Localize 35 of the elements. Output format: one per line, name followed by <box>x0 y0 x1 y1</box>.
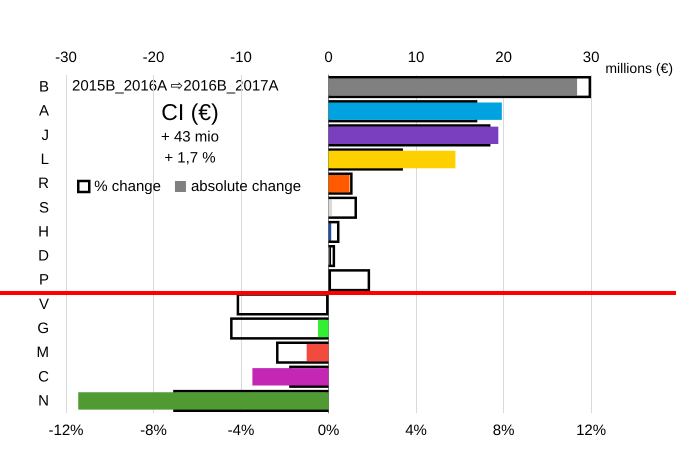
x2-tick-label: 30 <box>582 49 600 66</box>
x-tick-label: 12% <box>576 422 606 439</box>
x-tick-label: 0% <box>318 422 340 439</box>
y-tick-label: D <box>38 248 50 265</box>
y-tick-label: M <box>36 344 49 362</box>
y-tick-label: H <box>38 223 49 240</box>
annotation: + 1,7 % <box>164 150 216 166</box>
x2-tick-label: -30 <box>55 49 77 66</box>
y-tick-label: P <box>38 272 49 289</box>
y-tick-label: A <box>38 102 49 120</box>
x2-tick-label: -20 <box>142 49 164 66</box>
y-tick-label: L <box>40 151 49 168</box>
x2-axis-title: millions (€) <box>605 60 674 76</box>
x-tick-label: 4% <box>405 422 427 439</box>
y-tick-label: R <box>38 175 50 192</box>
x2-tick-label: 0 <box>324 49 333 66</box>
x-tick-label: -4% <box>228 422 254 439</box>
y-tick-label: N <box>38 392 49 410</box>
annotation: + 43 mio <box>161 128 219 146</box>
annotation: 2015B_2016A ⇨2016B_2017A <box>72 78 279 94</box>
legend-label: absolute change <box>190 178 302 195</box>
x-tick-label: -12% <box>48 422 84 439</box>
x2-tick-label: -10 <box>230 49 252 66</box>
x2-tick-label: 10 <box>408 49 424 66</box>
x-tick-label: 8% <box>492 422 514 439</box>
annotation: CI (€) <box>161 99 219 125</box>
y-tick-label: C <box>38 368 50 386</box>
legend-label: % change <box>94 178 161 195</box>
y-tick-label: G <box>37 320 49 337</box>
y-tick-label: B <box>38 78 49 96</box>
x2-tick-label: 20 <box>495 49 512 66</box>
x-tick-label: -8% <box>140 422 167 439</box>
y-tick-label: S <box>38 199 49 216</box>
y-tick-label: J <box>42 126 49 144</box>
y-tick-label: V <box>38 296 49 313</box>
